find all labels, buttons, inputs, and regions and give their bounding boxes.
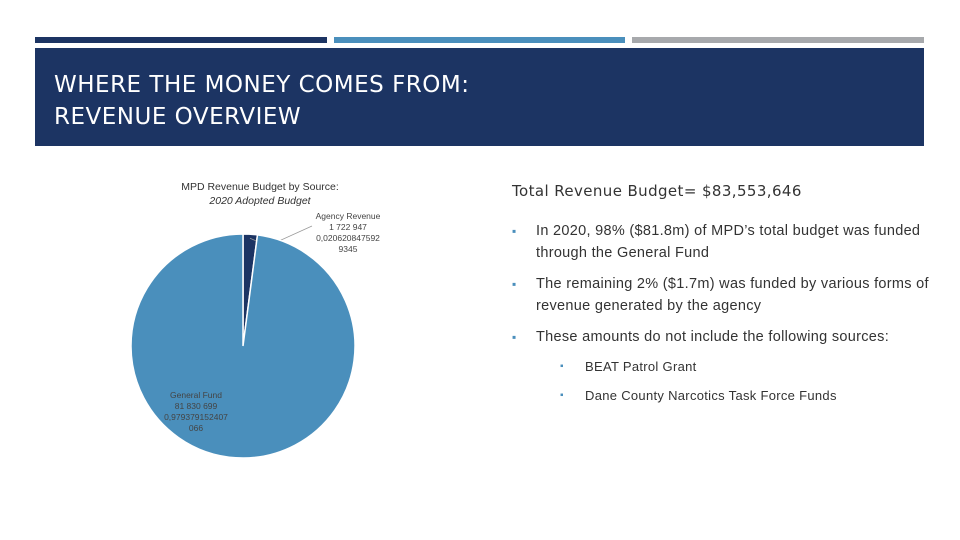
agency-revenue-value: 1 722 947 bbox=[329, 222, 367, 232]
sub-bullet-item: BEAT Patrol Grant bbox=[536, 357, 932, 377]
slide-title-line1: WHERE THE MONEY COMES FROM: bbox=[54, 72, 470, 98]
bullet-item: These amounts do not include the followi… bbox=[512, 326, 932, 406]
agency-revenue-fraction-tail: 9345 bbox=[338, 244, 358, 254]
chart-subtitle: 2020 Adopted Budget bbox=[209, 195, 311, 207]
chart-title-main: MPD Revenue Budget by Source: bbox=[181, 181, 339, 193]
general-fund-name: General Fund bbox=[170, 390, 222, 400]
content-panel: Total Revenue Budget= $83,553,646 In 202… bbox=[512, 182, 932, 415]
agency-revenue-fraction: 0,020620847592 bbox=[316, 233, 380, 243]
sub-bullet-item: Dane County Narcotics Task Force Funds bbox=[536, 386, 932, 406]
general-fund-fraction: 0,979379152407 bbox=[164, 412, 228, 422]
bullet-item: The remaining 2% ($1.7m) was funded by v… bbox=[512, 273, 932, 317]
bullet-list: In 2020, 98% ($81.8m) of MPD’s total bud… bbox=[512, 220, 932, 406]
general-fund-value: 81 830 699 bbox=[174, 401, 218, 411]
slide-title: WHERE THE MONEY COMES FROM: REVENUE OVER… bbox=[54, 69, 469, 133]
agency-revenue-name: Agency Revenue bbox=[315, 211, 381, 221]
accent-bar-blue bbox=[334, 37, 625, 43]
title-banner: WHERE THE MONEY COMES FROM: REVENUE OVER… bbox=[35, 48, 924, 146]
general-fund-label: General Fund 81 830 699 0,979379152407 0… bbox=[150, 390, 242, 434]
accent-bar-navy bbox=[35, 37, 327, 43]
sub-bullet-list: BEAT Patrol Grant Dane County Narcotics … bbox=[536, 357, 932, 406]
agency-revenue-label: Agency Revenue 1 722 947 0,020620847592 … bbox=[300, 211, 396, 255]
general-fund-fraction-tail: 066 bbox=[188, 423, 204, 433]
pie-slice-general-fund bbox=[130, 233, 356, 459]
bullet-item: In 2020, 98% ($81.8m) of MPD’s total bud… bbox=[512, 220, 932, 264]
total-revenue: Total Revenue Budget= $83,553,646 bbox=[512, 182, 802, 200]
bullet-item-text: These amounts do not include the followi… bbox=[536, 329, 890, 345]
accent-bar-gray bbox=[632, 37, 924, 43]
chart-title: MPD Revenue Budget by Source: 2020 Adopt… bbox=[150, 180, 370, 208]
slide-title-line2: REVENUE OVERVIEW bbox=[54, 104, 302, 130]
